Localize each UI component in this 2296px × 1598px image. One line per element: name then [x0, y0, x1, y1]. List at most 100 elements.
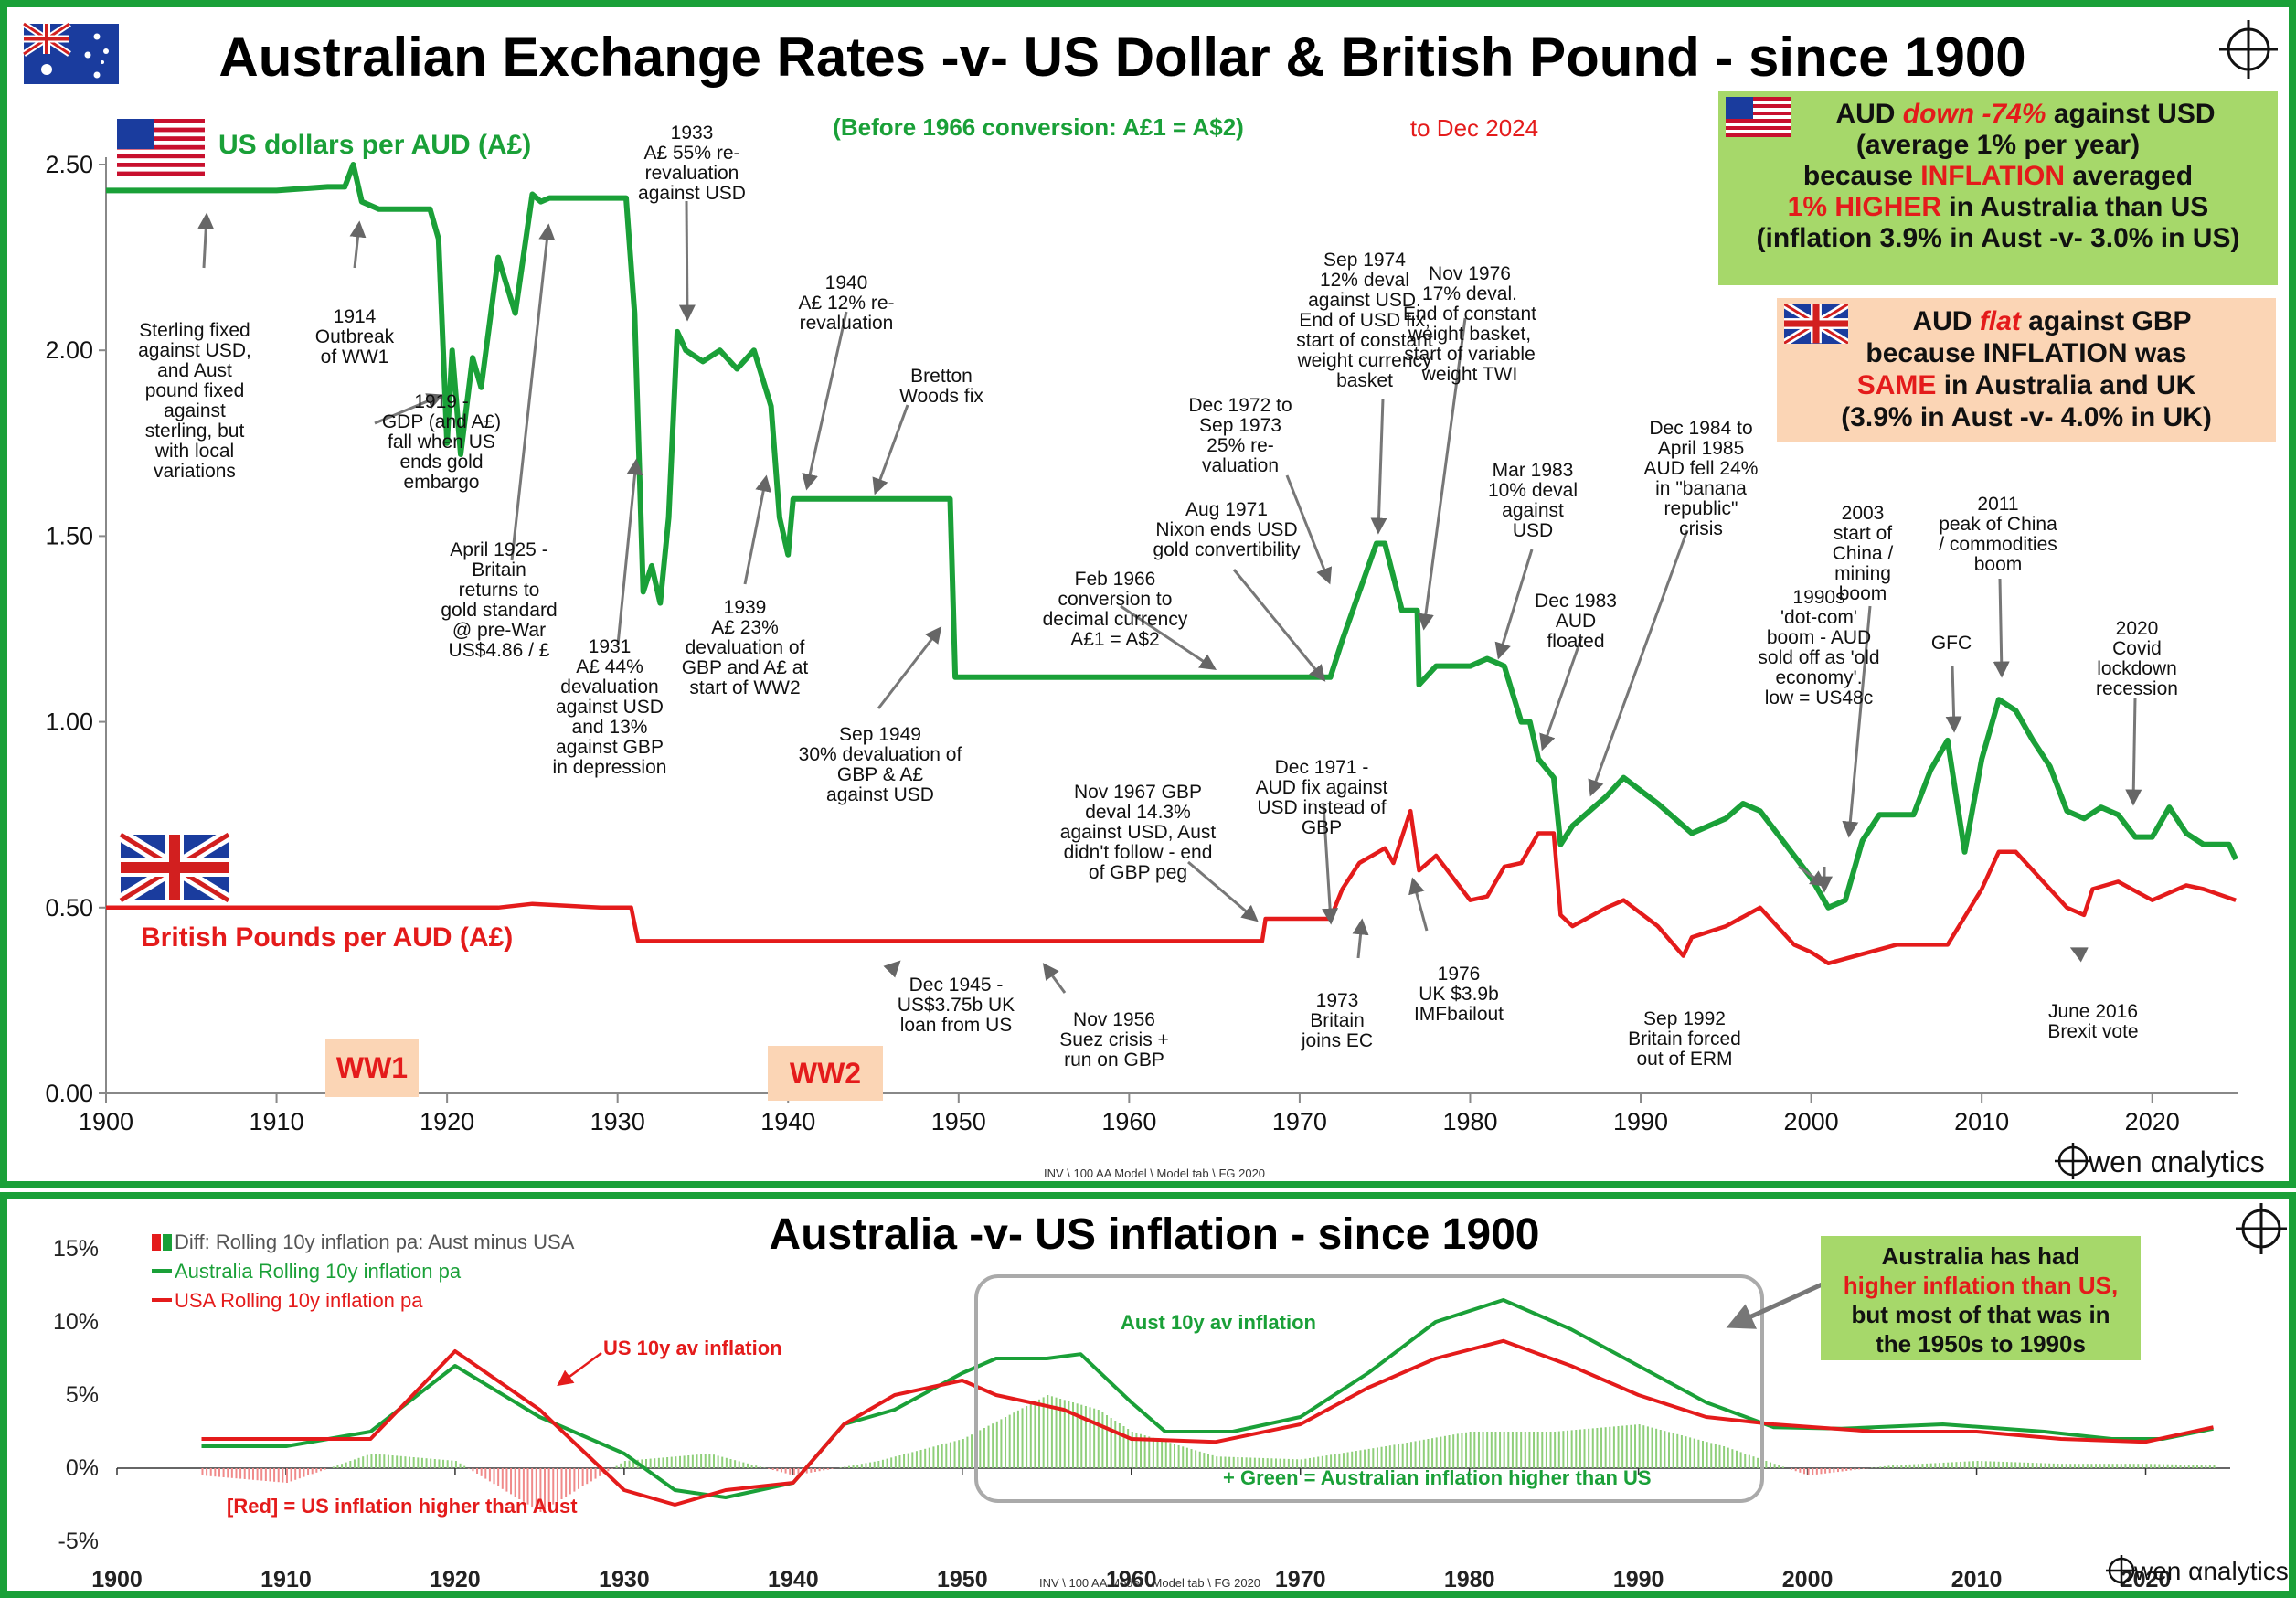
diff-bar: [1499, 1432, 1502, 1468]
diff-bar: [641, 1459, 643, 1468]
diff-bar: [2150, 1464, 2152, 1468]
diff-bar: [1812, 1468, 1814, 1475]
diff-bar: [2120, 1464, 2122, 1468]
crosshair-icon: [2236, 1203, 2287, 1254]
diff-bar: [729, 1459, 732, 1468]
diff-bar: [1612, 1426, 1615, 1468]
diff-bar: [670, 1456, 673, 1468]
diff-bar: [903, 1454, 906, 1468]
diff-bar: [1625, 1425, 1628, 1468]
x-tick-label: 1960: [1106, 1567, 1157, 1591]
diff-bar: [1596, 1428, 1599, 1468]
diff-bar: [1279, 1458, 1281, 1468]
diff-bar: [1296, 1459, 1299, 1468]
diff-bar: [1938, 1463, 1940, 1468]
annotation-text: Aug 1971 Nixon ends USD gold convertibilit…: [1153, 499, 1301, 560]
diff-bar: [2036, 1463, 2038, 1468]
diff-bar: [1376, 1447, 1378, 1468]
annotation-arrow: [616, 458, 643, 645]
diff-bar: [2023, 1462, 2025, 1468]
diff-bar: [480, 1468, 483, 1476]
diff-bar: [430, 1458, 432, 1468]
diff-bar: [260, 1468, 263, 1481]
annotation-text: 2020 Covid lockdown recession: [2096, 618, 2178, 699]
diff-bar: [341, 1464, 344, 1468]
x-tick-label: 2000: [1782, 1567, 1834, 1591]
diff-bar: [2027, 1462, 2030, 1468]
diff-bar: [332, 1466, 335, 1468]
diff-bar: [1960, 1461, 1962, 1468]
us-flag-icon: [117, 119, 205, 176]
diff-bar: [810, 1468, 813, 1473]
gbp-series-line: [106, 808, 2237, 966]
diff-bar: [1567, 1430, 1569, 1468]
diff-bar: [805, 1468, 808, 1474]
diff-bar: [1836, 1468, 1839, 1473]
diff-bar: [2086, 1464, 2089, 1468]
annotation-text: 1976 UK $3.9b IMFbailout: [1414, 964, 1504, 1025]
diff-bar: [826, 1468, 829, 1470]
diff-bar: [1482, 1432, 1484, 1468]
diff-bar: [362, 1456, 365, 1468]
diff-bar: [645, 1459, 647, 1468]
diff-bar: [696, 1454, 698, 1468]
diff-bar: [438, 1459, 441, 1468]
diff-bar: [1443, 1435, 1446, 1468]
diff-bar: [1833, 1468, 1835, 1473]
diff-bar: [937, 1445, 940, 1468]
diff-bar: [776, 1468, 779, 1472]
diff-bar: [1016, 1410, 1019, 1468]
diff-bar: [632, 1460, 635, 1468]
diff-bar: [784, 1468, 787, 1474]
diff-bar: [248, 1468, 250, 1480]
inflation-summary-box: Australia has had higher inflation than …: [1821, 1236, 2141, 1360]
diff-bar: [1140, 1433, 1143, 1468]
diff-bar: [1258, 1457, 1260, 1468]
diff-bar: [1232, 1456, 1235, 1468]
diff-bar: [1562, 1431, 1565, 1468]
y-tick-label: -5%: [58, 1529, 99, 1554]
diff-bar: [1042, 1397, 1045, 1468]
diff-bar: [839, 1467, 842, 1468]
inflation-chart-title: Australia -v- US inflation - since 1900: [770, 1210, 1540, 1259]
diff-bar: [399, 1455, 402, 1468]
inflation-panel: Australia -v- US inflation - since 1900 …: [0, 1192, 2296, 1598]
diff-bar: [1511, 1432, 1514, 1468]
diff-bar: [1706, 1442, 1708, 1468]
diff-bar: [1317, 1456, 1320, 1468]
legend-aus: Australia Rolling 10y inflation pa: [175, 1260, 462, 1283]
gbp-summary-box: AUD flat against GBP because INFLATION w…: [1777, 298, 2276, 442]
diff-bar: [535, 1468, 537, 1510]
diff-bar: [1583, 1429, 1586, 1468]
diff-bar: [446, 1460, 449, 1468]
diff-bar: [1026, 1406, 1028, 1468]
diff-bar: [1203, 1453, 1206, 1468]
diff-bar: [586, 1468, 589, 1485]
diff-bar: [442, 1459, 445, 1468]
diff-bar: [497, 1468, 500, 1486]
diff-bar: [2124, 1464, 2127, 1468]
aus-inflation-label: Aust 10y av inflation: [1121, 1311, 1316, 1334]
diff-bar: [1448, 1435, 1451, 1468]
diff-bar: [755, 1465, 758, 1468]
annotation-text: April 1925 -Britain returns to gold standa…: [441, 539, 557, 661]
diff-bar: [1435, 1437, 1438, 1468]
diff-bar: [687, 1455, 690, 1468]
diff-bar: [273, 1468, 276, 1482]
diff-bar: [1465, 1432, 1468, 1468]
diff-bar: [1313, 1457, 1315, 1468]
green-explainer: + Green = Australian inflation higher th…: [1223, 1466, 1652, 1489]
diff-bar: [357, 1457, 360, 1468]
diff-bar: [1034, 1401, 1036, 1468]
diff-bar: [2192, 1465, 2195, 1468]
annotation-text: Sep 1992 Britain forced out of ERM: [1628, 1008, 1741, 1070]
diff-bar: [1739, 1452, 1742, 1468]
diff-bar: [560, 1468, 563, 1499]
diff-bar: [387, 1454, 389, 1468]
diff-bar: [463, 1465, 466, 1468]
diff-bar: [547, 1468, 550, 1507]
gbp-series-label: British Pounds per AUD (A£): [141, 922, 513, 953]
diff-bar: [1486, 1432, 1489, 1468]
annotation-arrow: [1539, 637, 1583, 751]
diff-bar: [1106, 1415, 1109, 1468]
